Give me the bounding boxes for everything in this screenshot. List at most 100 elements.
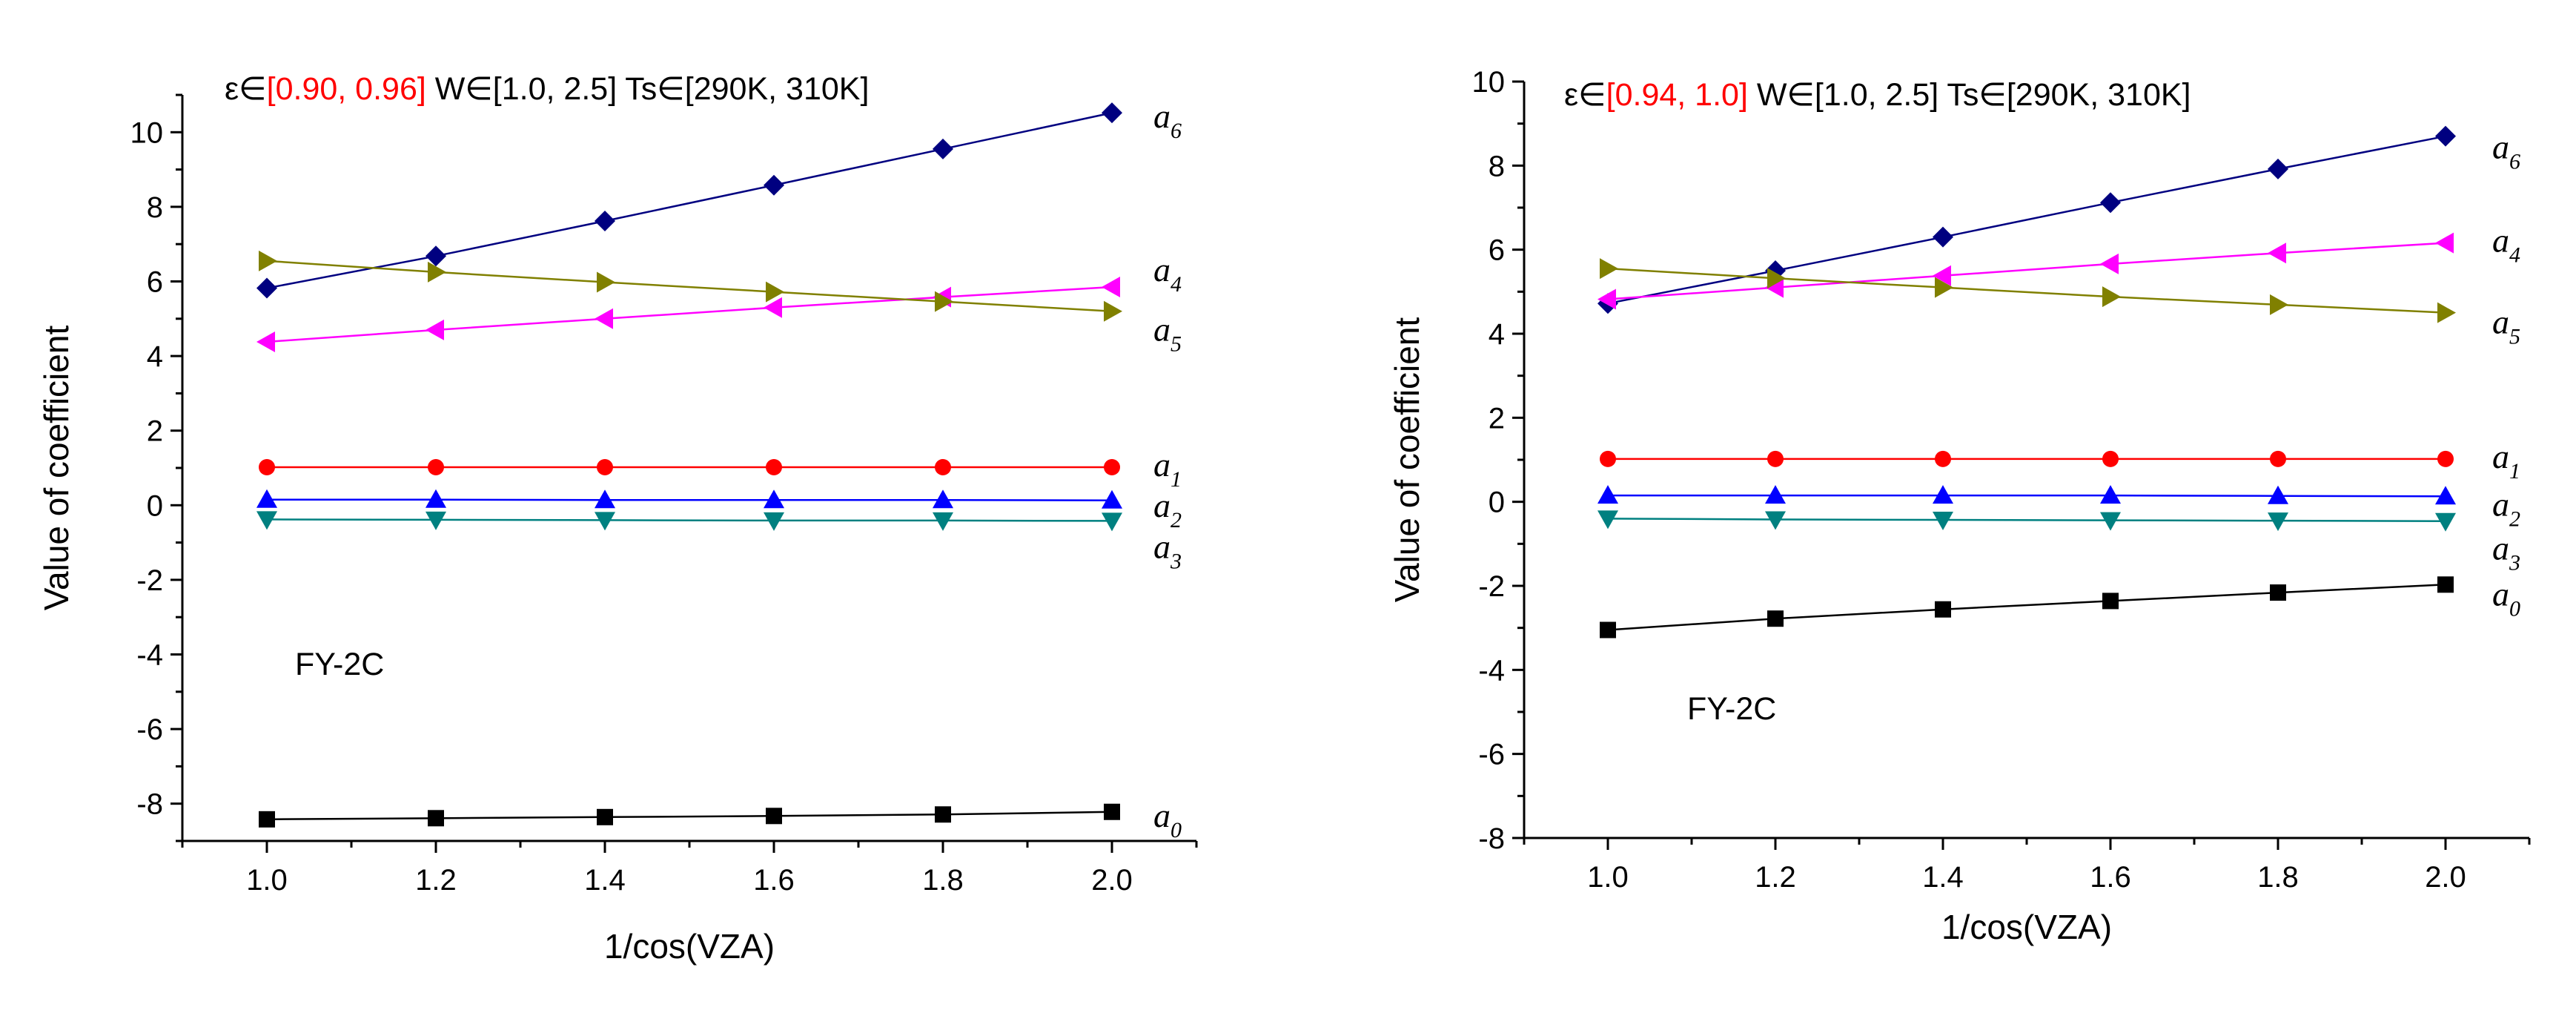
point-a0-5 <box>1104 803 1120 820</box>
point-a5-0 <box>259 250 277 271</box>
point-a0-2 <box>597 808 613 825</box>
point-a1-4 <box>935 458 951 475</box>
point-a0-4 <box>2270 584 2286 601</box>
series-label-a3: a3 <box>2492 529 2520 575</box>
y-tick-label: -8 <box>136 788 163 821</box>
point-a6-3 <box>2100 192 2121 214</box>
y-tick-label: -4 <box>136 639 163 672</box>
point-a6-1 <box>426 245 446 267</box>
point-a3-2 <box>1933 512 1953 531</box>
series-line-a4 <box>266 286 1113 343</box>
y-tick-label: 10 <box>1472 66 1506 99</box>
point-a6-4 <box>933 138 953 159</box>
point-a2-3 <box>764 489 784 509</box>
y-tick-label: -2 <box>136 564 163 597</box>
point-a5-3 <box>766 281 784 303</box>
point-a0-1 <box>1767 610 1784 627</box>
point-a0-5 <box>2437 576 2454 593</box>
point-a6-5 <box>2435 125 2456 147</box>
series-a3: a3 <box>1597 510 2520 575</box>
point-a4-5 <box>1102 277 1120 298</box>
series-label-sub: 3 <box>1170 549 1182 573</box>
x-axis-title: 1/cos(VZA) <box>604 927 775 966</box>
series-line-a2 <box>1608 494 2446 498</box>
series-label-a6: a6 <box>2492 128 2520 174</box>
header-part-2: W∈[1.0, 2.5] Ts∈[290K, 310K] <box>426 71 870 107</box>
series-line-a6 <box>266 111 1113 289</box>
series-label-sub: 0 <box>2509 596 2520 621</box>
point-a2-1 <box>1765 485 1786 504</box>
series-label-sub: 2 <box>1171 508 1182 532</box>
series-label-base: a <box>2492 303 2509 341</box>
series-a6: a6 <box>256 97 1182 299</box>
point-a2-4 <box>933 489 953 509</box>
x-tick-label: 1.0 <box>1587 861 1629 894</box>
x-tick-label: 1.6 <box>753 864 795 897</box>
series-a0: a0 <box>259 796 1182 842</box>
series-label-sub: 4 <box>1171 272 1182 297</box>
point-a1-2 <box>597 458 613 475</box>
point-a4-0 <box>256 331 275 352</box>
satellite-annotation: FY-2C <box>295 647 384 682</box>
series-a6: a6 <box>1597 125 2520 314</box>
series-line-a3 <box>1607 518 2446 522</box>
header-part-0: ε∈ <box>1564 77 1606 113</box>
point-a1-1 <box>1767 450 1784 467</box>
point-a3-5 <box>2435 512 2456 532</box>
point-a2-5 <box>1102 489 1122 509</box>
point-a0-1 <box>428 810 444 827</box>
point-a5-2 <box>1935 277 1953 298</box>
series-line-a5 <box>266 260 1113 312</box>
point-a5-1 <box>1767 268 1786 289</box>
point-a0-3 <box>766 808 782 825</box>
point-a2-2 <box>1933 485 1953 504</box>
point-a0-3 <box>2102 593 2119 610</box>
header-part-0: ε∈ <box>225 71 267 107</box>
point-a6-4 <box>2268 158 2288 179</box>
series-label-base: a <box>2492 222 2509 260</box>
series-line-a4 <box>1607 242 2446 300</box>
header-part-2: W∈[1.0, 2.5] Ts∈[290K, 310K] <box>1748 77 2191 113</box>
series-label-sub: 6 <box>1171 119 1182 143</box>
series-a4: a4 <box>1597 222 2520 310</box>
point-a6-2 <box>1933 226 1953 248</box>
point-a4-5 <box>2435 232 2454 254</box>
series-label-a5: a5 <box>2492 303 2520 349</box>
point-a5-5 <box>2437 302 2456 323</box>
point-a6-2 <box>595 211 615 232</box>
series-label-sub: 6 <box>2509 150 2520 174</box>
point-a2-4 <box>2268 485 2288 504</box>
point-a3-0 <box>1597 510 1618 529</box>
point-a4-0 <box>1597 288 1616 310</box>
series-label-a5: a5 <box>1153 311 1182 357</box>
series-label-base: a <box>1153 796 1171 834</box>
series-label-a4: a4 <box>1153 251 1182 297</box>
series-a2: a2 <box>256 486 1182 532</box>
point-a4-2 <box>1933 265 1951 286</box>
series-label-a6: a6 <box>1153 97 1182 143</box>
point-a1-0 <box>1600 450 1616 467</box>
point-a4-3 <box>2100 253 2119 274</box>
series-label-a1: a1 <box>2492 438 2520 484</box>
series-a0: a0 <box>1600 575 2520 639</box>
y-tick-label: 8 <box>1489 150 1505 182</box>
point-a3-5 <box>1102 512 1122 532</box>
point-a3-4 <box>2268 512 2288 532</box>
point-a1-3 <box>766 458 782 475</box>
series-line-a5 <box>1607 267 2446 314</box>
point-a3-1 <box>1765 511 1786 530</box>
series-label-sub: 1 <box>2509 459 2520 484</box>
point-a5-3 <box>2102 286 2121 308</box>
series-label-base: a <box>2492 485 2509 523</box>
y-tick-label: 0 <box>1489 486 1505 519</box>
series-label-sub: 2 <box>2509 506 2520 531</box>
header-part-1: [0.90, 0.96] <box>267 71 426 107</box>
x-tick-label: 1.8 <box>922 864 964 897</box>
x-tick-label: 1.4 <box>1922 861 1964 894</box>
y-tick-label: -6 <box>1478 739 1505 771</box>
series-a3: a3 <box>256 511 1182 573</box>
point-a0-2 <box>1935 601 1951 618</box>
y-tick-label: 6 <box>1489 234 1505 267</box>
series-label-base: a <box>2492 438 2509 475</box>
y-axis-title: Value of coefficient <box>37 326 76 611</box>
